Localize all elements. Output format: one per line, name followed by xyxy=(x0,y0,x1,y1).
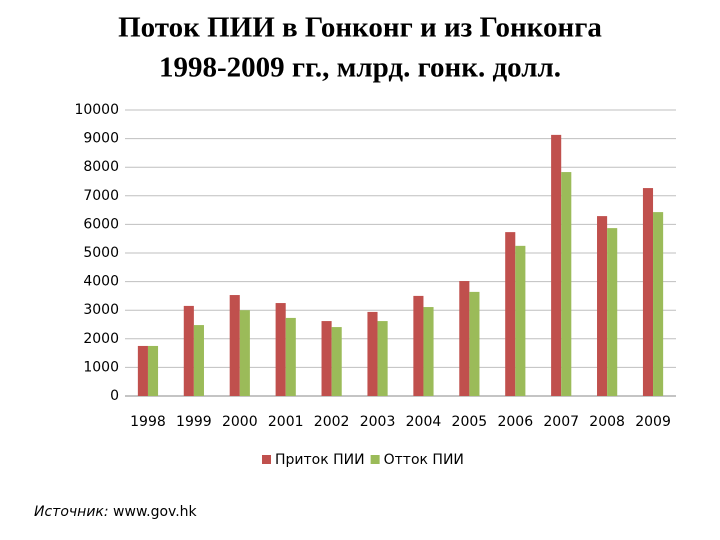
legend-swatch xyxy=(262,455,271,464)
x-tick-label: 2006 xyxy=(497,414,533,430)
bar xyxy=(551,134,562,396)
bar xyxy=(469,291,480,396)
source: Источник: www.gov.hk xyxy=(34,504,198,520)
chart-subtitle: 1998-2009 гг., млрд. гонк. долл. xyxy=(159,52,561,84)
bar xyxy=(147,345,159,396)
y-tick-label: 10000 xyxy=(74,102,119,118)
y-tick-label: 2000 xyxy=(83,331,119,347)
bar xyxy=(505,232,516,396)
bar xyxy=(642,188,654,396)
y-tick-label: 9000 xyxy=(83,131,119,147)
x-tick-label: 2005 xyxy=(452,414,488,430)
bar xyxy=(275,303,286,396)
y-tick-label: 6000 xyxy=(83,216,119,232)
y-tick-label: 4000 xyxy=(83,274,119,290)
legend-label: Приток ПИИ xyxy=(275,452,365,468)
bar xyxy=(137,345,148,396)
bar xyxy=(229,295,240,396)
bar xyxy=(561,172,572,396)
y-tick-label: 7000 xyxy=(83,188,119,204)
x-tick-label: 2001 xyxy=(268,414,304,430)
y-tick-label: 1000 xyxy=(83,359,119,375)
bar xyxy=(607,228,618,396)
bar xyxy=(423,307,434,396)
y-tick-label: 8000 xyxy=(83,159,119,175)
bar xyxy=(515,245,526,396)
x-tick-label: 2000 xyxy=(222,414,258,430)
bar xyxy=(321,321,332,396)
x-tick-label: 2007 xyxy=(543,414,579,430)
y-tick-label: 3000 xyxy=(83,302,119,318)
bar xyxy=(183,305,194,396)
x-tick-label: 2008 xyxy=(589,414,625,430)
y-tick-label: 0 xyxy=(110,388,119,404)
bar xyxy=(653,212,664,396)
bar xyxy=(597,216,608,396)
bar xyxy=(459,281,470,396)
chart-title: Поток ПИИ в Гонконг и из Гонконга xyxy=(118,12,602,44)
source-text: www.gov.hk xyxy=(113,504,197,520)
x-tick-label: 1998 xyxy=(130,414,166,430)
legend-label: Отток ПИИ xyxy=(384,452,464,468)
bar xyxy=(367,311,378,396)
bar xyxy=(331,327,342,396)
bar xyxy=(377,321,388,396)
bar xyxy=(413,295,424,396)
bar xyxy=(285,317,296,396)
bar xyxy=(193,325,204,396)
x-tick-label: 2004 xyxy=(406,414,442,430)
source-label: Источник: xyxy=(34,504,109,520)
x-tick-label: 2009 xyxy=(635,414,671,430)
x-tick-label: 2002 xyxy=(314,414,350,430)
bar xyxy=(239,310,250,396)
x-tick-label: 1999 xyxy=(176,414,212,430)
legend-swatch xyxy=(370,455,380,464)
x-tick-label: 2003 xyxy=(360,414,396,430)
y-tick-label: 5000 xyxy=(83,245,119,261)
